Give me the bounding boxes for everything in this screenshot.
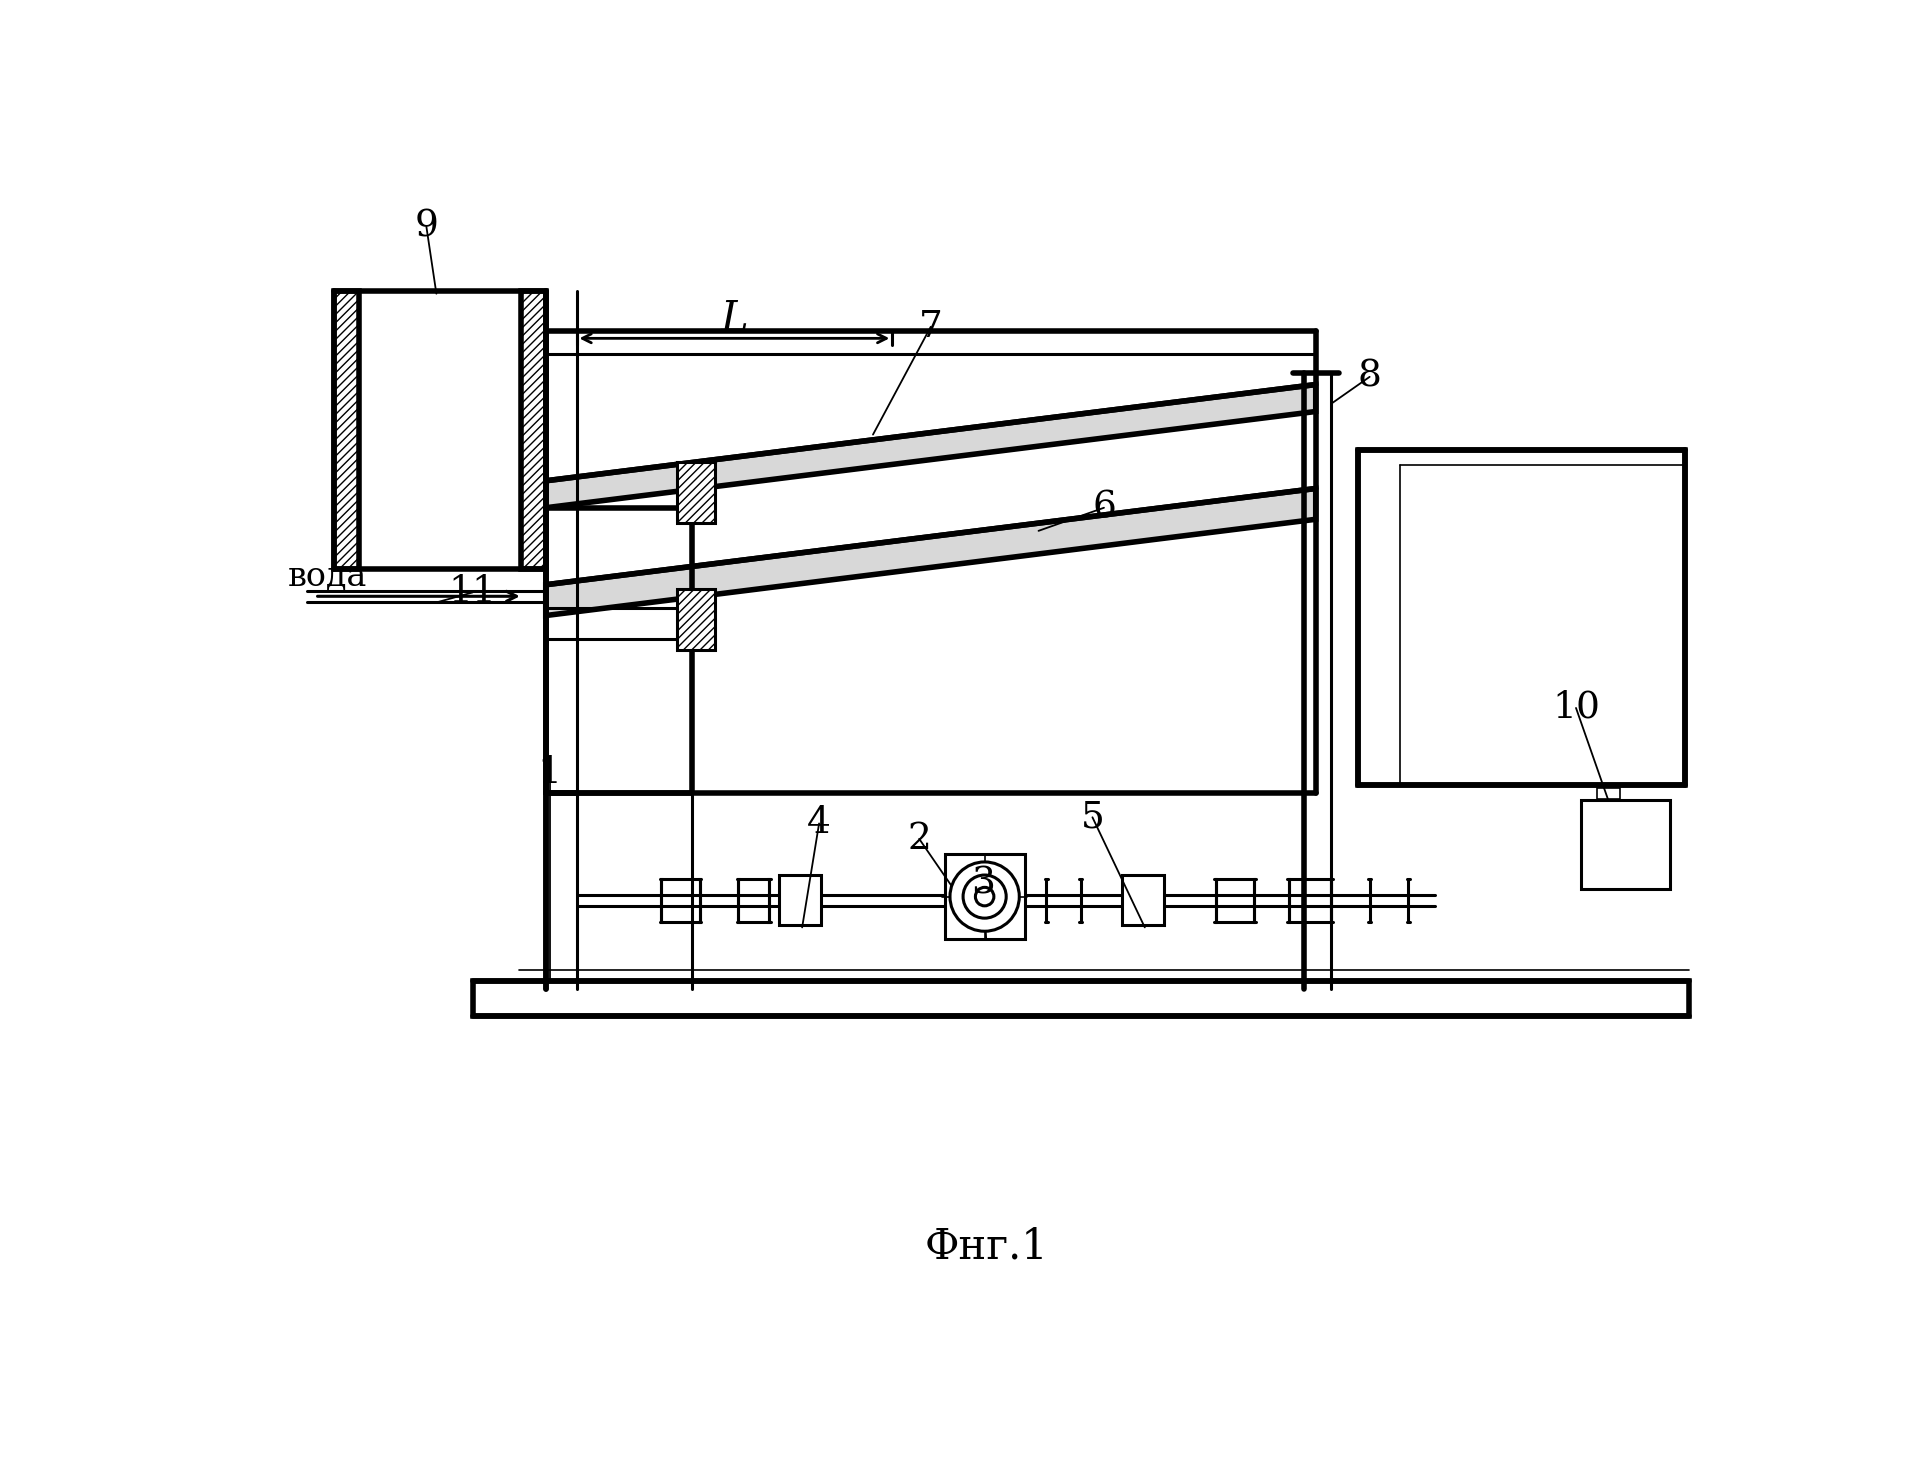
Bar — [1290, 879, 1332, 921]
Polygon shape — [1359, 450, 1686, 785]
Text: вода: вода — [287, 561, 368, 593]
Circle shape — [962, 874, 1007, 919]
Bar — [1217, 879, 1255, 921]
Bar — [1582, 801, 1671, 889]
Text: L: L — [720, 299, 749, 340]
Text: 7: 7 — [918, 309, 943, 344]
Polygon shape — [678, 462, 716, 523]
Bar — [1122, 874, 1165, 924]
Text: 1: 1 — [537, 755, 562, 792]
Text: Фнг.1: Фнг.1 — [924, 1226, 1047, 1267]
Text: 4: 4 — [807, 805, 832, 842]
Text: 8: 8 — [1357, 359, 1382, 394]
Polygon shape — [547, 412, 1317, 584]
Circle shape — [976, 888, 993, 905]
Text: 9: 9 — [414, 209, 439, 244]
Text: 10: 10 — [1552, 690, 1600, 726]
Polygon shape — [547, 489, 1317, 615]
Text: 11: 11 — [449, 574, 497, 611]
Polygon shape — [678, 589, 716, 651]
Text: 6: 6 — [1091, 490, 1116, 526]
Polygon shape — [474, 982, 1690, 1016]
Bar — [945, 854, 1026, 939]
Bar — [662, 879, 701, 921]
Bar — [1598, 788, 1621, 799]
Text: 3: 3 — [970, 866, 995, 901]
Circle shape — [951, 863, 1020, 932]
Polygon shape — [333, 290, 360, 570]
Bar — [780, 874, 822, 924]
Bar — [739, 879, 770, 921]
Text: 2: 2 — [907, 821, 932, 857]
Polygon shape — [522, 290, 547, 570]
Text: 5: 5 — [1080, 799, 1105, 835]
Polygon shape — [547, 384, 1317, 508]
